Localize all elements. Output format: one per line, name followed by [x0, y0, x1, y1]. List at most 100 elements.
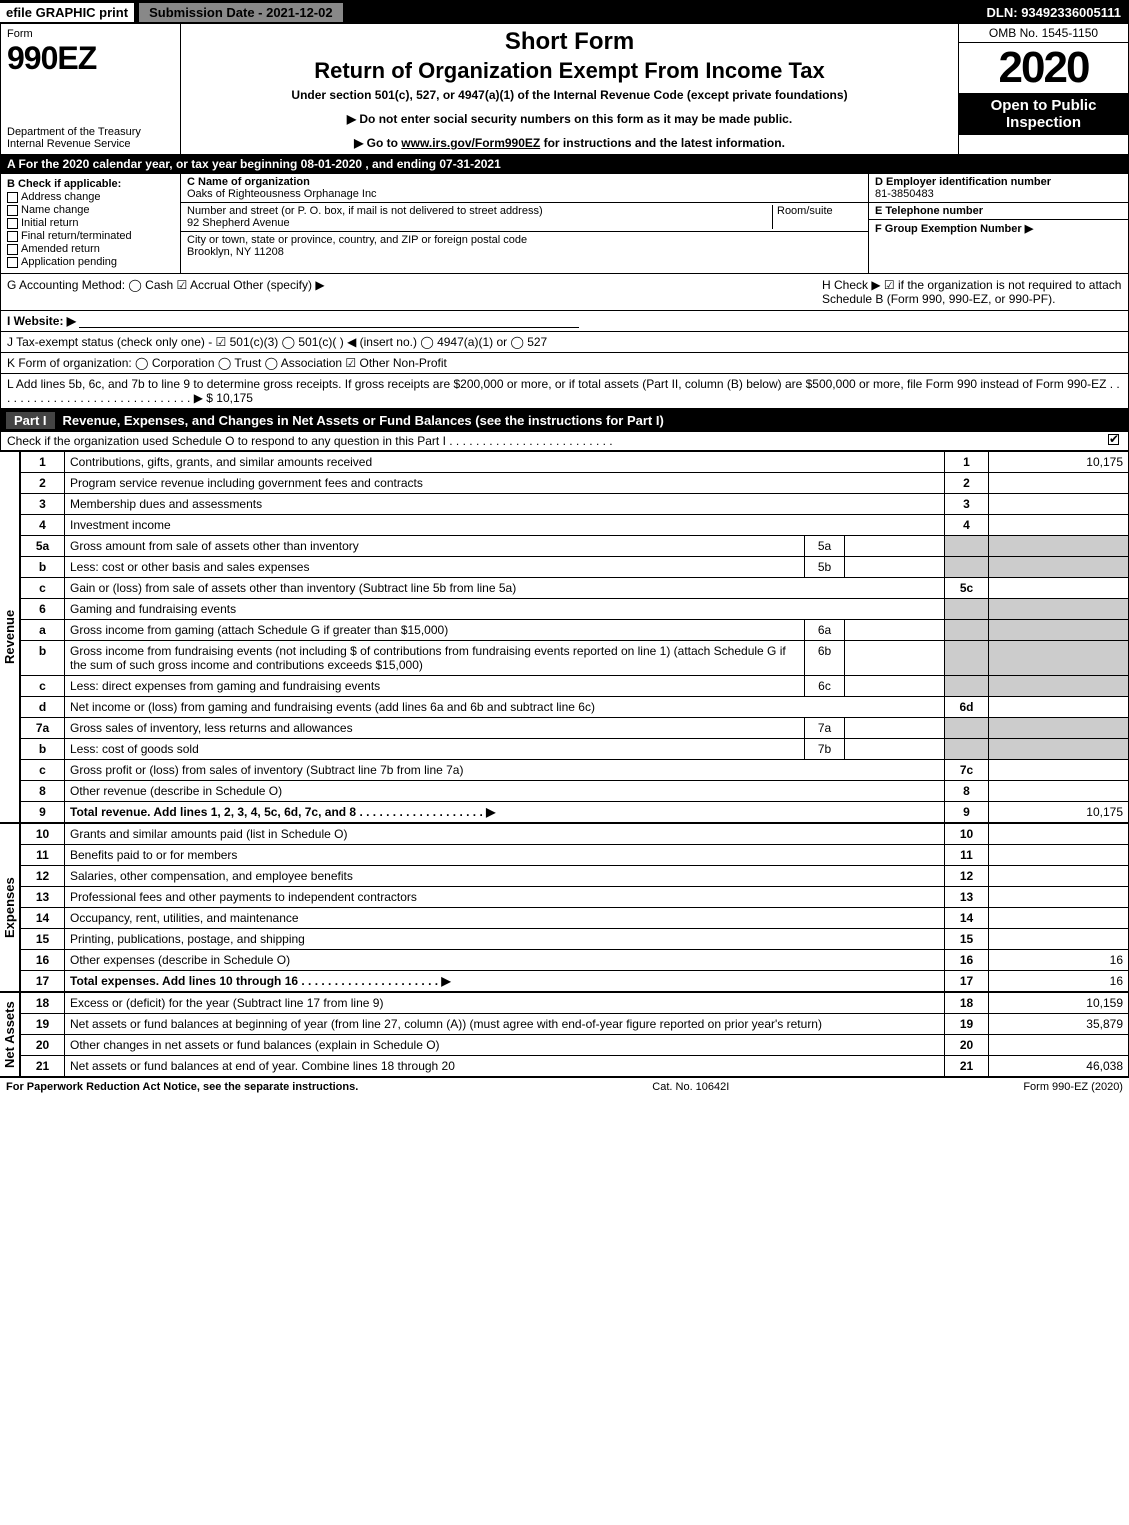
- box-def: D Employer identification number 81-3850…: [868, 174, 1128, 273]
- street-cell: Number and street (or P. O. box, if mail…: [181, 203, 868, 232]
- line-amount: [989, 760, 1129, 781]
- line-ref-shaded: [945, 641, 989, 676]
- schedule-b-check: H Check ▶ ☑ if the organization is not r…: [822, 278, 1122, 306]
- line-desc: Other changes in net assets or fund bala…: [65, 1035, 945, 1056]
- line-number: b: [21, 739, 65, 760]
- line-amount: 10,175: [989, 802, 1129, 823]
- net-assets-side-label: Net Assets: [0, 992, 20, 1077]
- efile-label[interactable]: efile GRAPHIC print: [0, 3, 134, 22]
- website-label: I Website: ▶: [7, 314, 76, 328]
- revenue-table: 1Contributions, gifts, grants, and simil…: [20, 451, 1129, 823]
- line-subvalue: [845, 641, 945, 676]
- header-right: OMB No. 1545-1150 2020 Open to Public In…: [958, 24, 1128, 154]
- line-desc: Professional fees and other payments to …: [65, 887, 945, 908]
- line-row: 9Total revenue. Add lines 1, 2, 3, 4, 5c…: [21, 802, 1129, 823]
- line-number: 20: [21, 1035, 65, 1056]
- line-subvalue: [845, 718, 945, 739]
- line-desc: Total expenses. Add lines 10 through 16 …: [65, 971, 945, 992]
- chk-application-pending[interactable]: Application pending: [7, 256, 174, 268]
- row-l-gross-receipts: L Add lines 5b, 6c, and 7b to line 9 to …: [0, 374, 1129, 409]
- line-desc: Net assets or fund balances at end of ye…: [65, 1056, 945, 1077]
- street-value: 92 Shepherd Avenue: [187, 217, 290, 229]
- line-number: 9: [21, 802, 65, 823]
- revenue-section: Revenue 1Contributions, gifts, grants, a…: [0, 451, 1129, 823]
- box-e: E Telephone number: [869, 203, 1128, 220]
- line-subvalue: [845, 536, 945, 557]
- line-row: 1Contributions, gifts, grants, and simil…: [21, 452, 1129, 473]
- chk-initial-return[interactable]: Initial return: [7, 217, 174, 229]
- ssn-warning: ▶ Do not enter social security numbers o…: [189, 112, 950, 126]
- line-subref: 7b: [805, 739, 845, 760]
- chk-name-change[interactable]: Name change: [7, 204, 174, 216]
- line-amount: [989, 887, 1129, 908]
- chk-final-return[interactable]: Final return/terminated: [7, 230, 174, 242]
- line-row: 20Other changes in net assets or fund ba…: [21, 1035, 1129, 1056]
- open-public-badge: Open to Public Inspection: [959, 93, 1128, 135]
- part-1-subtitle: Check if the organization used Schedule …: [7, 434, 613, 448]
- return-title: Return of Organization Exempt From Incom…: [189, 58, 950, 84]
- line-desc: Less: cost of goods sold: [65, 739, 805, 760]
- line-number: 1: [21, 452, 65, 473]
- chk-amended-return[interactable]: Amended return: [7, 243, 174, 255]
- line-number: 6: [21, 599, 65, 620]
- city-value: Brooklyn, NY 11208: [187, 246, 284, 258]
- line-desc: Other expenses (describe in Schedule O): [65, 950, 945, 971]
- line-amount: [989, 781, 1129, 802]
- line-desc: Gross income from fundraising events (no…: [65, 641, 805, 676]
- org-name-cell: C Name of organization Oaks of Righteous…: [181, 174, 868, 203]
- line-row: 6Gaming and fundraising events: [21, 599, 1129, 620]
- line-row: 12Salaries, other compensation, and empl…: [21, 866, 1129, 887]
- row-k-form-org: K Form of organization: ◯ Corporation ◯ …: [0, 353, 1129, 374]
- line-amount: 35,879: [989, 1014, 1129, 1035]
- line-desc: Total revenue. Add lines 1, 2, 3, 4, 5c,…: [65, 802, 945, 823]
- tax-year: 2020: [959, 43, 1128, 93]
- line-desc: Net assets or fund balances at beginning…: [65, 1014, 945, 1035]
- line-amount: [989, 866, 1129, 887]
- line-amt-shaded: [989, 641, 1129, 676]
- box-b-title: B Check if applicable:: [7, 178, 174, 190]
- line-number: b: [21, 557, 65, 578]
- line-amt-shaded: [989, 557, 1129, 578]
- top-bar: efile GRAPHIC print Submission Date - 20…: [0, 0, 1129, 24]
- line-ref: 14: [945, 908, 989, 929]
- line-ref: 7c: [945, 760, 989, 781]
- part-1-subtitle-row: Check if the organization used Schedule …: [0, 432, 1129, 451]
- line-row: 14Occupancy, rent, utilities, and mainte…: [21, 908, 1129, 929]
- submission-date: Submission Date - 2021-12-02: [138, 2, 344, 23]
- line-amount: 16: [989, 971, 1129, 992]
- line-desc: Net income or (loss) from gaming and fun…: [65, 697, 945, 718]
- line-subvalue: [845, 557, 945, 578]
- line-ref: 3: [945, 494, 989, 515]
- line-desc: Membership dues and assessments: [65, 494, 945, 515]
- line-amt-shaded: [989, 739, 1129, 760]
- omb-number: OMB No. 1545-1150: [959, 24, 1128, 43]
- line-row: cGain or (loss) from sale of assets othe…: [21, 578, 1129, 599]
- line-row: 5aGross amount from sale of assets other…: [21, 536, 1129, 557]
- line-number: 17: [21, 971, 65, 992]
- line-amount: [989, 824, 1129, 845]
- line-ref: 15: [945, 929, 989, 950]
- line-amount: 10,159: [989, 993, 1129, 1014]
- line-number: 3: [21, 494, 65, 515]
- line-number: 5a: [21, 536, 65, 557]
- footer-left: For Paperwork Reduction Act Notice, see …: [6, 1081, 358, 1093]
- ein-value: 81-3850483: [875, 188, 934, 200]
- line-ref: 4: [945, 515, 989, 536]
- line-subref: 6c: [805, 676, 845, 697]
- line-number: 13: [21, 887, 65, 908]
- line-amt-shaded: [989, 599, 1129, 620]
- irs-link[interactable]: www.irs.gov/Form990EZ: [401, 136, 540, 150]
- net-assets-table: 18Excess or (deficit) for the year (Subt…: [20, 992, 1129, 1077]
- part-1-schedule-o-check[interactable]: [1108, 434, 1119, 445]
- line-row: 10Grants and similar amounts paid (list …: [21, 824, 1129, 845]
- line-ref-shaded: [945, 536, 989, 557]
- line-ref: 20: [945, 1035, 989, 1056]
- short-form-title: Short Form: [189, 28, 950, 56]
- expenses-table: 10Grants and similar amounts paid (list …: [20, 823, 1129, 992]
- chk-address-change[interactable]: Address change: [7, 191, 174, 203]
- box-d: D Employer identification number 81-3850…: [869, 174, 1128, 203]
- part-1-header: Part I Revenue, Expenses, and Changes in…: [0, 409, 1129, 432]
- city-label: City or town, state or province, country…: [187, 234, 527, 246]
- website-input[interactable]: [79, 314, 579, 328]
- row-i-website: I Website: ▶: [0, 311, 1129, 332]
